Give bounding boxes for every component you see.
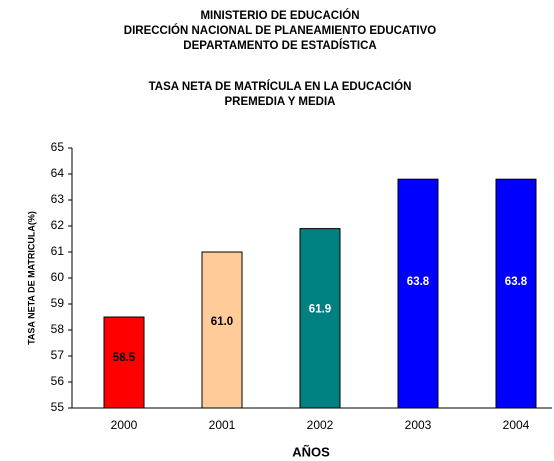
y-tick-label: 61 <box>51 244 65 258</box>
bar-value-label: 63.8 <box>505 276 528 288</box>
y-tick-label: 56 <box>51 374 65 388</box>
bar-value-label: 61.9 <box>309 303 331 315</box>
chart-title: PREMEDIA Y MEDIA <box>225 96 336 108</box>
bar-value-label: 61.0 <box>211 316 233 328</box>
bar <box>103 316 145 409</box>
x-axis-label: AÑOS <box>292 444 330 459</box>
y-tick-label: 57 <box>51 348 65 362</box>
y-tick-label: 60 <box>51 270 65 284</box>
bar <box>201 251 243 409</box>
y-tick-label: 63 <box>51 192 65 206</box>
y-tick-label: 58 <box>51 322 65 336</box>
bar-value-label: 58.5 <box>113 352 136 364</box>
y-tick-label: 65 <box>51 140 65 154</box>
x-tick-label: 2003 <box>405 418 432 432</box>
x-tick-label: 2000 <box>111 418 138 432</box>
y-tick-label: 59 <box>51 296 65 310</box>
x-tick-label: 2002 <box>307 418 334 432</box>
bar <box>299 228 341 409</box>
bar <box>495 178 537 409</box>
header-line: MINISTERIO DE EDUCACIÓN <box>200 9 359 22</box>
header-line: DIRECCIÓN NACIONAL DE PLANEAMIENTO EDUCA… <box>124 24 436 37</box>
y-tick-label: 55 <box>51 400 65 414</box>
bar-value-label: 63.8 <box>407 276 430 288</box>
y-tick-label: 62 <box>51 218 65 232</box>
bar <box>397 178 439 409</box>
header-line: DEPARTAMENTO DE ESTADÍSTICA <box>183 39 376 52</box>
x-tick-label: 2001 <box>209 418 236 432</box>
chart-title: TASA NETA DE MATRÍCULA EN LA EDUCACIÓN <box>149 80 412 93</box>
y-axis-label: TASA NETA DE MATRICULA(%) <box>26 211 36 345</box>
y-tick-label: 64 <box>51 166 65 180</box>
x-tick-label: 2004 <box>503 418 530 432</box>
